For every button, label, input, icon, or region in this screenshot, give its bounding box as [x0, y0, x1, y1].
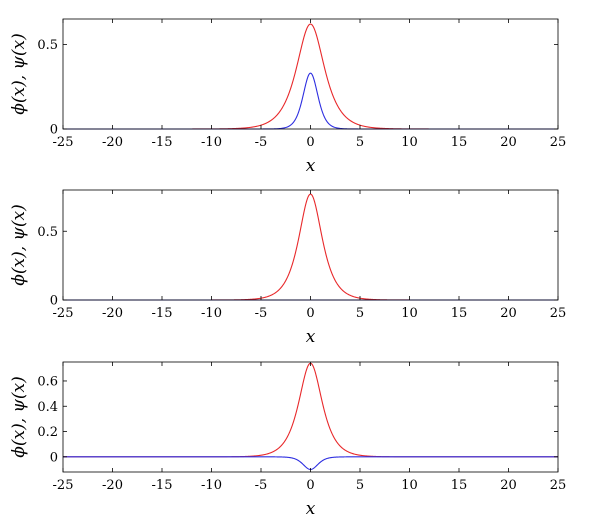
x-tick-label: -15 [152, 478, 173, 493]
x-tick-label: 15 [451, 478, 468, 493]
series-line-red [63, 23, 558, 130]
x-axis-label: x [306, 499, 316, 519]
y-axis-label: ϕ(x), ψ(x) [9, 33, 29, 114]
x-tick-label: 0 [306, 478, 314, 493]
series-line-red [63, 362, 558, 458]
x-tick-label: -25 [53, 306, 74, 321]
y-tick-label: 0.6 [37, 374, 58, 389]
x-tick-label: 25 [550, 478, 567, 493]
x-tick-label: 0 [306, 306, 314, 321]
chart-panel-1: -25 -20 -15 -10 -5 0 5 10 15 20 25 0 0.5 x ϕ(x), ψ(x) [9, 18, 567, 176]
x-tick-label: 25 [550, 306, 567, 321]
x-tick-label: 10 [401, 478, 418, 493]
x-tick-label: -10 [201, 306, 222, 321]
x-tick-label: -25 [53, 478, 74, 493]
x-tick-label: -5 [255, 306, 268, 321]
y-tick-label: 0.2 [37, 425, 58, 440]
x-tick-label: -5 [255, 478, 268, 493]
y-axis-label: ϕ(x), ψ(x) [9, 376, 29, 457]
x-tick-label: 15 [451, 306, 468, 321]
x-tick-label: -10 [201, 478, 222, 493]
x-tick-label: 5 [356, 306, 364, 321]
x-axis-label: x [306, 156, 316, 176]
series-line-blue [63, 72, 558, 130]
y-tick-label: 0 [50, 450, 58, 465]
x-tick-label: 20 [500, 135, 517, 150]
series-line-red [63, 193, 558, 301]
axes-frame [62, 189, 559, 301]
x-tick-label: 20 [500, 478, 517, 493]
x-tick-label: -10 [201, 135, 222, 150]
x-tick-label: -20 [102, 135, 123, 150]
x-tick-label: 25 [550, 135, 567, 150]
x-tick-label: 10 [401, 135, 418, 150]
x-tick-label: -25 [53, 135, 74, 150]
axes-frame [62, 361, 559, 473]
x-tick-label: -5 [255, 135, 268, 150]
chart-panel-2: -25 -20 -15 -10 -5 0 5 10 15 20 25 0 0.5 x ϕ(x), ψ(x) [9, 189, 567, 347]
y-tick-label: 0.5 [37, 38, 58, 53]
x-tick-label: -15 [152, 306, 173, 321]
y-tick-label: 0 [50, 294, 58, 309]
x-axis-label: x [306, 327, 316, 347]
chart-panel-3: -25 -20 -15 -10 -5 0 5 10 15 20 25 0 0.2 0.4 0.6 x ϕ(x),… [9, 361, 567, 519]
x-tick-label: -20 [102, 478, 123, 493]
x-tick-label: 20 [500, 306, 517, 321]
x-tick-label: -20 [102, 306, 123, 321]
x-tick-label: -15 [152, 135, 173, 150]
x-tick-label: 10 [401, 306, 418, 321]
y-tick-label: 0.4 [37, 400, 58, 415]
y-tick-label: 0 [50, 123, 58, 138]
x-tick-label: 15 [451, 135, 468, 150]
axes-frame [62, 18, 559, 130]
x-tick-label: 5 [356, 478, 364, 493]
series-line-blue [63, 456, 558, 471]
y-axis-label: ϕ(x), ψ(x) [9, 204, 29, 285]
y-tick-label: 0.5 [37, 225, 58, 240]
x-tick-label: 5 [356, 135, 364, 150]
x-tick-label: 0 [306, 135, 314, 150]
